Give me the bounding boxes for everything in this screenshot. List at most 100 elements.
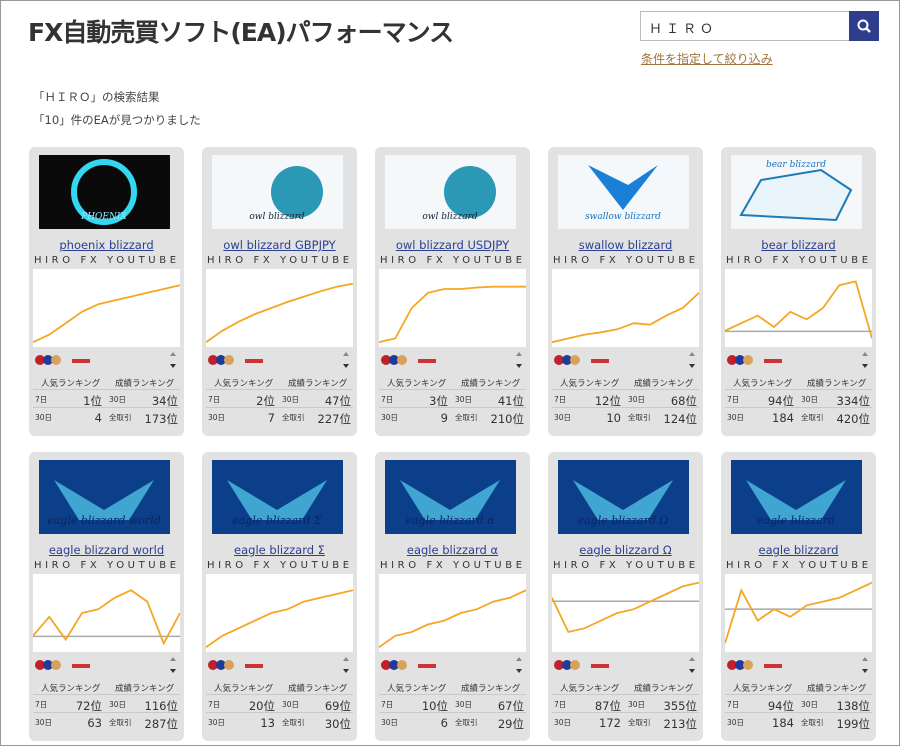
image-logo: eagle blizzard [757, 514, 835, 527]
period-label: 全取引 [282, 718, 305, 727]
tag-icon [216, 355, 226, 365]
arrow-up [689, 657, 695, 661]
tag-icon [562, 660, 572, 670]
rank-value: 30位 [324, 717, 351, 731]
image-logo: owl blizzard [422, 212, 478, 222]
tag-icon [743, 355, 753, 365]
ea-card: bear blizzard bear blizzard HIRO FX YOUTUB… [721, 147, 876, 436]
ea-name-link[interactable]: eagle blizzard Ω [579, 543, 672, 557]
image-art [71, 159, 137, 225]
rank-value: 72位 [75, 699, 102, 713]
rank-value: 184 [772, 411, 794, 425]
ea-name-link[interactable]: owl blizzard USDJPY [395, 238, 510, 252]
tag-icon [43, 355, 53, 365]
image-logo: bear blizzard [766, 160, 826, 170]
scroll-arrows [862, 352, 868, 368]
filter-link[interactable]: 条件を指定して絞り込み [641, 52, 773, 66]
rank-value: 68位 [670, 394, 697, 408]
tag-icon [554, 355, 564, 365]
image-art [227, 480, 327, 520]
rank-row: 7日 3位 30日 41位 [379, 389, 526, 408]
equity-curve [552, 581, 699, 634]
search-button[interactable] [849, 11, 879, 41]
ea-name-link[interactable]: eagle blizzard Σ [234, 543, 325, 557]
performance-sparkline [552, 269, 699, 347]
ea-name-link[interactable]: eagle blizzard α [406, 543, 499, 557]
tag-icon [418, 664, 436, 668]
period-label: 全取引 [455, 413, 478, 422]
performance-sparkline [206, 269, 353, 347]
rank-row: 30日 184 全取引 420位 [725, 407, 872, 426]
tag-icons [208, 660, 263, 670]
rank-value: 67位 [497, 699, 524, 713]
equity-curve [725, 581, 872, 644]
tag-icon [554, 660, 564, 670]
rank-row: 30日 13 全取引 30位 [206, 712, 353, 731]
arrow-up [516, 657, 522, 661]
image-art [271, 166, 323, 218]
label-popular: 人気ランキング [387, 684, 447, 694]
label-popular: 人気ランキング [560, 684, 620, 694]
arrow-up [343, 657, 349, 661]
period-label: 7日 [35, 700, 48, 709]
tag-icon [208, 660, 218, 670]
tag-icon [72, 359, 90, 363]
arrow-down [516, 364, 522, 368]
tag-icon [591, 359, 609, 363]
ea-card: swallow blizzard swallow blizzard HIRO FX … [548, 147, 703, 436]
rank-value: 420位 [836, 412, 870, 426]
ea-image: owl blizzard [212, 155, 343, 229]
ea-name-link[interactable]: eagle blizzard world [48, 543, 165, 557]
ea-name-link[interactable]: eagle blizzard [758, 543, 839, 557]
tag-icon [43, 660, 53, 670]
ea-name-link[interactable]: bear blizzard [761, 238, 836, 252]
rank-row: 7日 94位 30日 138位 [725, 694, 872, 713]
period-label: 30日 [801, 395, 819, 404]
tag-icons [381, 355, 436, 365]
tag-icon [735, 660, 745, 670]
arrow-down [343, 669, 349, 673]
performance-sparkline [33, 269, 180, 347]
period-label: 30日 [208, 718, 226, 727]
rank-row: 7日 2位 30日 47位 [206, 389, 353, 408]
period-label: 全取引 [628, 718, 651, 727]
rank-value: 4 [94, 411, 102, 425]
arrow-down [170, 364, 176, 368]
rank-value: 173位 [144, 412, 178, 426]
ea-name-link[interactable]: phoenix blizzard [59, 238, 154, 252]
rank-value: 138位 [836, 699, 870, 713]
ea-author: HIRO FX YOUTUBE… [553, 560, 699, 571]
ea-name-link[interactable]: owl blizzard GBPJPY [223, 238, 336, 252]
ea-image: PHOENIX [39, 155, 170, 229]
ea-image: bear blizzard [731, 155, 862, 229]
ea-name-link[interactable]: swallow blizzard [578, 238, 673, 252]
tag-icons [35, 660, 90, 670]
ea-card: eagle blizzard world eagle blizzard world… [29, 452, 184, 741]
rank-value: 3位 [429, 394, 448, 408]
image-bg [212, 460, 343, 534]
period-label: 30日 [554, 413, 572, 422]
rank-value: 34位 [151, 394, 178, 408]
ea-author: HIRO FX YOUTUBE… [726, 255, 872, 266]
label-performance: 成績ランキング [115, 379, 175, 389]
label-performance: 成績ランキング [461, 684, 521, 694]
scroll-arrows [516, 352, 522, 368]
rank-row: 7日 10位 30日 67位 [379, 694, 526, 713]
label-performance: 成績ランキング [807, 379, 867, 389]
label-performance: 成績ランキング [288, 684, 348, 694]
image-bg [558, 460, 689, 534]
label-popular: 人気ランキング [733, 379, 793, 389]
tag-icon [389, 355, 399, 365]
rank-value: 199位 [836, 717, 870, 731]
search-input[interactable]: ＨＩＲＯ [640, 11, 850, 41]
scroll-arrows [170, 352, 176, 368]
tag-icon [397, 355, 407, 365]
tag-icon [224, 660, 234, 670]
period-label: 7日 [381, 395, 394, 404]
label-performance: 成績ランキング [461, 379, 521, 389]
page-title: FX自動売買ソフト(EA)パフォーマンス [28, 18, 454, 47]
tag-icon [51, 660, 61, 670]
period-label: 30日 [455, 395, 473, 404]
rank-row: 7日 87位 30日 355位 [552, 694, 699, 713]
